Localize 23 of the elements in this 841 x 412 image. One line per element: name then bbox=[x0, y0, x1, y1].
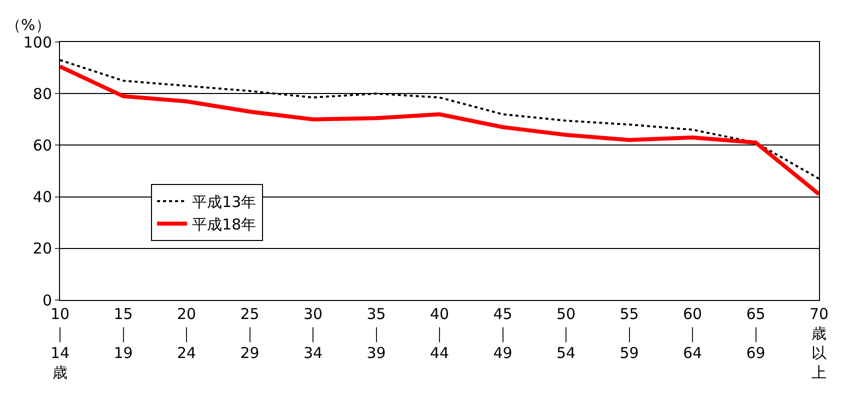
x-tick-label: 35｜39 bbox=[366, 305, 386, 362]
y-tick-label: 40 bbox=[32, 188, 52, 206]
x-tick-label: 50｜54 bbox=[556, 305, 576, 362]
y-tick-label: 100 bbox=[23, 33, 52, 52]
x-tick-label: 60｜64 bbox=[682, 305, 702, 362]
legend-label: 平成13年 bbox=[192, 193, 256, 211]
x-tick-label: 45｜49 bbox=[493, 305, 512, 362]
y-tick-label: 0 bbox=[42, 291, 52, 310]
x-tick-label: 30｜34 bbox=[303, 305, 323, 362]
y-tick-label: 20 bbox=[32, 240, 52, 258]
x-tick-label: 20｜24 bbox=[176, 305, 196, 362]
legend-label: 平成18年 bbox=[192, 216, 256, 234]
x-tick-label: 55｜59 bbox=[620, 305, 639, 362]
x-tick-label: 10｜14歳 bbox=[50, 305, 70, 382]
x-tick-label: 40｜44 bbox=[430, 305, 450, 362]
y-tick-label: 60 bbox=[32, 136, 52, 154]
line-series bbox=[60, 64, 819, 196]
x-tick-label: 25｜29 bbox=[240, 305, 260, 362]
y-axis-title: （%） bbox=[6, 16, 50, 34]
x-tick-label: 15｜19 bbox=[114, 305, 133, 362]
x-tick-label: 65｜69 bbox=[746, 305, 766, 362]
y-tick-label: 80 bbox=[32, 84, 52, 103]
x-tick-label: 70歳以上 bbox=[809, 305, 829, 382]
